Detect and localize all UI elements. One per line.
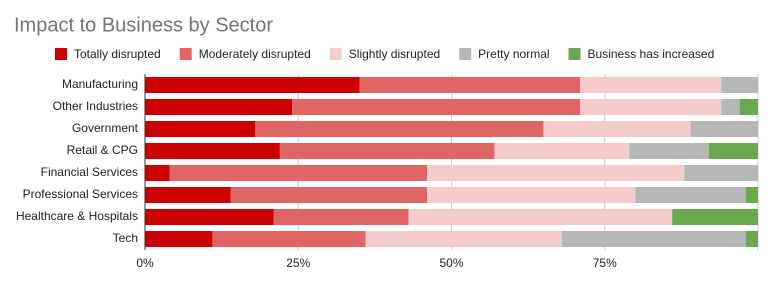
bar-segment: [145, 99, 293, 115]
x-tick-label: 75%: [593, 256, 617, 270]
bar-segment: [629, 143, 709, 159]
legend-swatch: [329, 48, 342, 60]
legend-swatch: [568, 48, 581, 60]
bar-segment: [745, 231, 758, 247]
legend-swatch: [55, 48, 67, 60]
bar-segment: [279, 143, 495, 159]
bar-segment: [721, 99, 740, 115]
x-tick-label: 0%: [136, 256, 154, 270]
bar-segment: [580, 77, 722, 93]
y-tick-label: Healthcare & Hospitals: [16, 209, 138, 223]
legend-label: Slightly disrupted: [349, 47, 440, 61]
bar-segment: [672, 209, 758, 225]
bar-segment: [145, 143, 280, 159]
bar-segment: [169, 165, 427, 181]
bar-segment: [359, 77, 581, 93]
bar-segment: [365, 231, 562, 247]
y-tick-label: Professional Services: [23, 187, 138, 201]
bar-segment: [292, 99, 581, 115]
y-tick-label: Retail & CPG: [67, 143, 138, 157]
bar-segment: [408, 209, 673, 225]
bar-segment: [739, 99, 758, 115]
legend-label: Pretty normal: [478, 47, 549, 61]
bar-segment: [145, 121, 256, 137]
bar-segment: [426, 165, 685, 181]
x-tick-label: 50%: [439, 256, 463, 270]
y-tick-label: Other Industries: [53, 99, 138, 113]
bar-segment: [543, 121, 691, 137]
chart-title: Impact to Business by Sector: [14, 14, 273, 36]
legend-label: Business has increased: [588, 47, 715, 61]
legend-swatch: [179, 48, 192, 60]
bar-segment: [561, 231, 746, 247]
y-tick-label: Financial Services: [41, 165, 138, 179]
bar-segment: [230, 187, 427, 203]
bar-segment: [145, 187, 231, 203]
bar-segment: [255, 121, 544, 137]
bar-segment: [708, 143, 758, 159]
legend-label: Moderately disrupted: [199, 47, 311, 61]
bar-segment: [494, 143, 630, 159]
bar-segment: [745, 187, 758, 203]
bar-segment: [721, 77, 758, 93]
bar-segment: [684, 165, 758, 181]
y-tick-label: Tech: [113, 231, 138, 245]
bar-segment: [580, 99, 722, 115]
bar-segment: [635, 187, 746, 203]
x-tick-label: 25%: [286, 256, 310, 270]
y-tick-label: Manufacturing: [62, 77, 138, 91]
bar-segment: [426, 187, 636, 203]
bar-segment: [212, 231, 366, 247]
bar-segment: [690, 121, 758, 137]
bar-segment: [273, 209, 409, 225]
bar-segment: [145, 165, 170, 181]
y-tick-label: Government: [72, 121, 139, 135]
legend-swatch: [459, 48, 472, 60]
bar-segment: [145, 77, 360, 93]
bar-segment: [145, 209, 274, 225]
legend-label: Totally disrupted: [74, 47, 161, 61]
bar-segment: [145, 231, 213, 247]
